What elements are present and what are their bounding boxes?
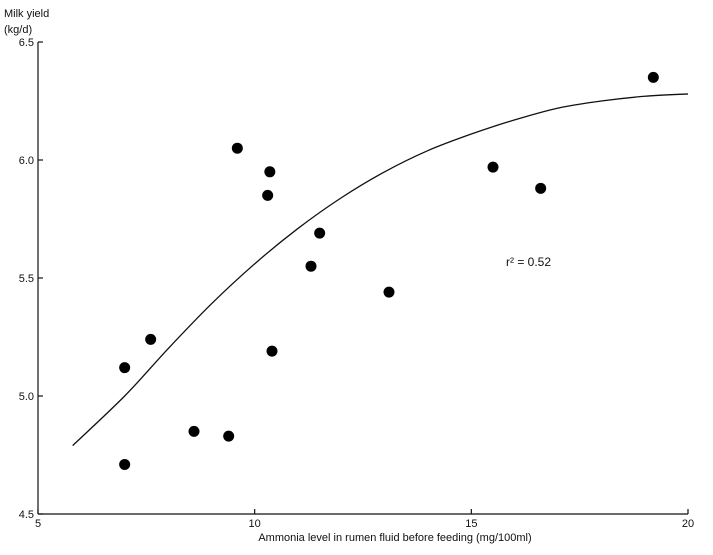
x-tick-label: 5 — [35, 518, 41, 530]
data-point — [266, 345, 278, 357]
data-point — [647, 71, 659, 83]
x-axis-label: Ammonia level in rumen fluid before feed… — [258, 532, 531, 544]
y-tick-label: 5.0 — [19, 391, 34, 403]
axes: 4.5 5.0 5.5 6.0 6.5 5 10 15 20 — [19, 37, 694, 530]
data-point — [487, 161, 499, 173]
x-tick-label: 10 — [249, 518, 261, 530]
fit-curve-layer — [72, 93, 689, 447]
data-point — [119, 458, 131, 470]
data-point — [383, 286, 395, 298]
data-point — [535, 182, 547, 194]
data-point — [119, 362, 131, 374]
data-point — [188, 425, 200, 437]
fit-curve — [72, 93, 689, 447]
y-tick-label: 4.5 — [19, 509, 34, 521]
data-points-layer — [119, 71, 659, 470]
x-tick-label: 15 — [465, 518, 477, 530]
y-tick-label: 6.0 — [19, 155, 34, 167]
data-point — [231, 142, 243, 154]
data-point — [264, 166, 276, 178]
data-point — [145, 333, 157, 345]
y-tick-label: 6.5 — [19, 37, 34, 49]
y-axis-label-line1: Milk yield — [4, 8, 49, 20]
r-squared-annotation: r² = 0.52 — [506, 255, 551, 269]
data-point — [223, 430, 235, 442]
x-tick-label: 20 — [682, 518, 694, 530]
data-point — [262, 189, 274, 201]
y-tick-label: 5.5 — [19, 273, 34, 285]
data-point — [305, 260, 317, 272]
y-axis-label-line2: (kg/d) — [4, 24, 32, 36]
data-point — [314, 227, 326, 239]
